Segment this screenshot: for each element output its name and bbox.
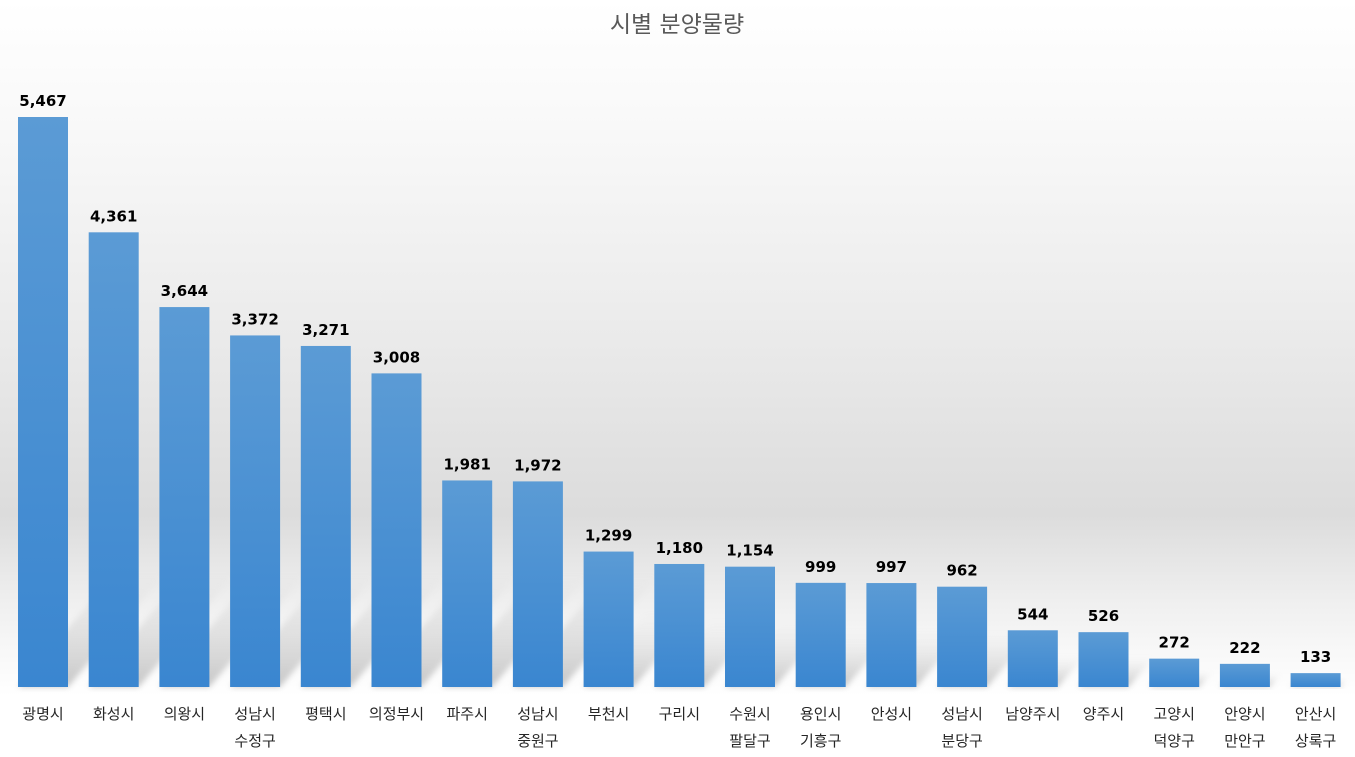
x-tick-label: 양주시 [1083,705,1124,723]
x-tick-label: 파주시 [446,705,487,723]
bar [442,480,493,687]
x-tick-label: 평택시 [305,705,346,723]
x-tick-label-line: 수원시 [729,705,770,723]
x-tick-label-line: 성남시 [234,705,275,723]
data-label: 544 [1017,605,1048,623]
x-tick-label: 구리시 [659,705,700,723]
x-tick-label: 광명시 [22,705,63,723]
data-label: 3,271 [302,321,349,339]
data-labels: 5,467 4,361 3,644 3,372 3,271 3,008 1,981 1,972… [19,92,1331,666]
chart-title: 시별 분양물량 [610,12,744,38]
x-tick-label-line: 만안구 [1224,732,1265,750]
x-tick-label-line: 안산시 [1295,705,1336,723]
data-label: 1,299 [585,527,632,545]
data-label: 999 [805,558,836,576]
data-label: 3,644 [161,282,208,300]
bar [18,117,68,687]
data-label: 526 [1088,607,1119,625]
data-label: 962 [946,562,977,580]
bar [583,551,634,687]
x-tick-label-line: 용인시 [800,705,841,723]
bar [1007,630,1058,687]
data-label: 5,467 [19,92,66,110]
data-label: 1,154 [726,542,773,560]
x-tick-label-line: 성남시 [941,705,982,723]
data-label: 1,981 [443,455,490,473]
x-tick-label: 부천시 [588,705,629,723]
x-tick-label-line: 구리시 [659,705,700,723]
bar [937,586,988,687]
data-label: 1,972 [514,456,561,474]
bar [1219,663,1270,687]
bar [654,563,705,687]
bar [725,566,775,687]
bar [866,583,917,687]
x-tick-label: 화성시 [93,705,134,723]
x-tick-label-line: 화성시 [93,705,134,723]
x-tick-label-line: 부천시 [588,705,629,723]
data-label: 272 [1159,634,1190,652]
data-label: 1,180 [656,539,703,557]
bar [1078,632,1129,687]
data-label: 3,372 [231,310,278,328]
data-label: 222 [1229,639,1260,657]
data-label: 4,361 [90,207,137,225]
x-tick-label-line: 남양주시 [1005,705,1060,723]
bar [300,345,351,687]
x-tick-label-line: 중원구 [517,732,558,750]
data-label: 3,008 [373,348,420,366]
x-tick-label-line: 분당구 [941,732,982,750]
x-tick-label: 의정부시 [369,705,424,723]
x-tick-label-line: 수정구 [234,732,275,750]
x-tick-label-line: 의정부시 [369,705,424,723]
x-tick-label-line: 덕양구 [1153,732,1194,750]
bar [1149,658,1200,687]
x-tick-label-line: 기흥구 [800,732,841,750]
x-tick-label: 남양주시 [1005,705,1060,723]
bar [230,335,281,687]
bar [1290,673,1341,687]
bar [512,481,563,687]
x-tick-label-line: 팔달구 [729,732,770,750]
x-tick-label: 의왕시 [164,705,205,723]
x-tick-label-line: 안양시 [1224,705,1265,723]
x-tick-label-line: 평택시 [305,705,346,723]
bar [88,232,139,687]
x-tick-label: 안성시 [871,705,912,723]
x-tick-label-line: 안성시 [871,705,912,723]
bar [371,373,422,687]
data-label: 997 [876,558,907,576]
x-tick-label-line: 파주시 [446,705,487,723]
x-tick-label-line: 성남시 [517,705,558,723]
x-tick-label-line: 광명시 [22,705,63,723]
bars [18,117,1341,687]
x-tick-label-line: 의왕시 [164,705,205,723]
data-label: 133 [1300,648,1331,666]
bar [159,307,210,687]
x-tick-label-line: 고양시 [1153,705,1194,723]
x-tick-label-line: 상록구 [1295,732,1336,750]
bar [795,582,846,687]
x-tick-label-line: 양주시 [1083,705,1124,723]
